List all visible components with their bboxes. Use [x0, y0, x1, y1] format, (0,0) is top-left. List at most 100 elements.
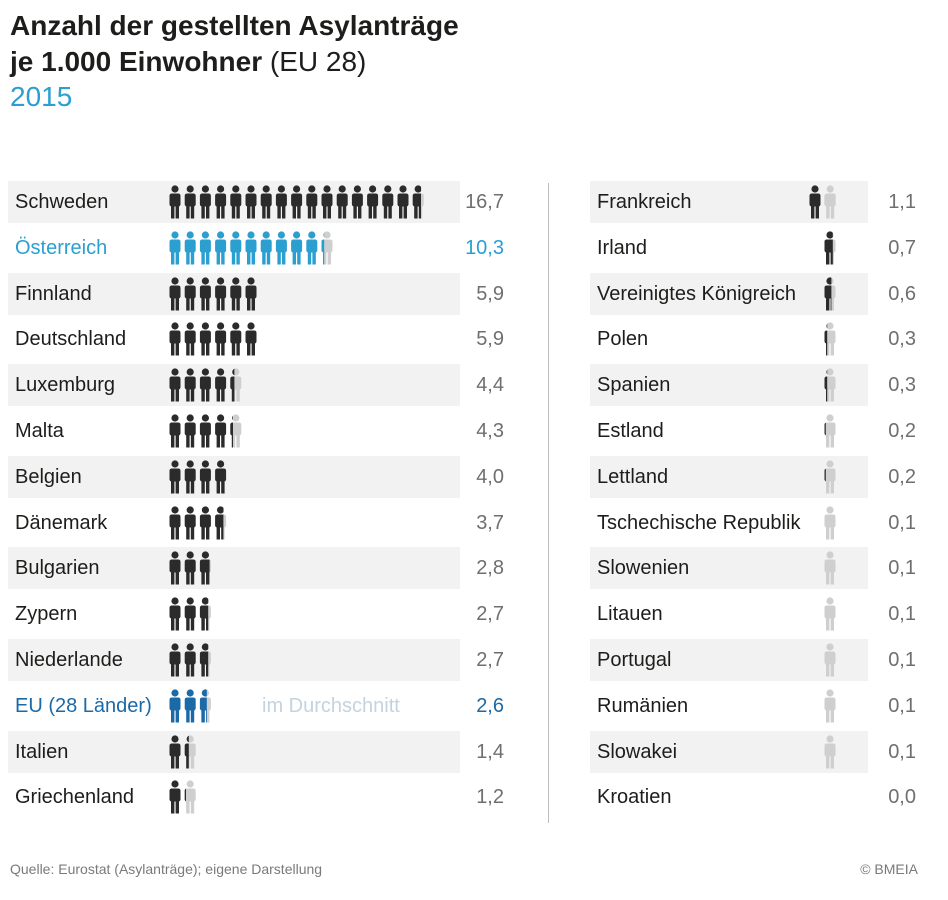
right-column: Frankreich 1,1 Irland 0,7 Vereinigtes Königr…	[590, 181, 920, 822]
person-icon	[215, 505, 227, 540]
pictogram-icons	[169, 231, 333, 265]
pictogram-icons	[824, 276, 836, 311]
person-icon	[199, 597, 211, 631]
person-icon	[169, 368, 181, 402]
country-name: Rumänien	[597, 694, 689, 717]
country-name: Dänemark	[15, 511, 108, 534]
person-icon	[824, 276, 836, 311]
person-icon	[199, 185, 211, 219]
value-label: 10,3	[465, 236, 504, 259]
person-icon	[215, 322, 227, 356]
person-icon	[321, 231, 333, 265]
person-icon	[184, 460, 196, 494]
person-icon	[184, 322, 196, 356]
person-icon	[260, 231, 272, 265]
pictogram-icons	[169, 414, 242, 448]
person-icon	[169, 322, 181, 356]
person-icon	[184, 185, 196, 219]
country-name: Italien	[15, 740, 69, 763]
person-icon	[397, 185, 409, 219]
country-row: Griechenland 1,2	[8, 776, 508, 822]
person-icon	[306, 231, 318, 265]
value-label: 2,7	[476, 648, 504, 671]
country-row: Bulgarien 2,8	[8, 547, 508, 593]
person-icon	[824, 185, 836, 219]
person-icon	[824, 597, 836, 631]
person-icon	[184, 597, 196, 631]
pictogram-icons	[824, 551, 836, 585]
person-icon	[169, 551, 181, 585]
chart-year: 2015	[10, 81, 73, 112]
person-icon	[215, 231, 227, 265]
country-row: Luxemburg 4,4	[8, 364, 508, 410]
person-icon	[184, 551, 196, 585]
country-name: Finnland	[15, 282, 92, 305]
chart-title-bold: je 1.000 Einwohner	[10, 46, 263, 77]
country-name: Portugal	[597, 648, 672, 671]
person-icon	[275, 185, 287, 219]
value-label: 0,2	[888, 465, 916, 488]
value-label: 0,1	[888, 511, 916, 534]
pictogram-icons	[824, 689, 836, 723]
person-icon	[169, 734, 181, 769]
value-label: 5,9	[476, 282, 504, 305]
person-icon	[199, 643, 211, 677]
row-band	[8, 730, 460, 773]
person-icon	[245, 276, 257, 311]
pictogram-icons	[169, 734, 196, 769]
person-icon	[245, 322, 257, 356]
person-icon	[824, 322, 836, 356]
person-icon	[230, 414, 242, 448]
country-row: Zypern 2,7	[8, 593, 508, 639]
row-band	[590, 364, 868, 407]
person-icon	[184, 368, 196, 402]
country-row: Belgien 4,0	[8, 455, 508, 502]
country-row: Kroatien 0,0	[590, 776, 920, 822]
person-icon	[199, 322, 211, 356]
pictogram-icons	[824, 643, 836, 677]
person-icon	[260, 185, 272, 219]
pictogram-icons	[824, 231, 836, 265]
source-note: Quelle: Eurostat (Asylanträge); eigene D…	[10, 861, 323, 877]
country-row: Estland 0,2	[590, 410, 920, 456]
country-name: Zypern	[15, 603, 78, 626]
country-name: Vereinigtes Königreich	[597, 282, 797, 305]
country-name: Irland	[597, 236, 648, 259]
person-icon	[184, 276, 196, 311]
value-label: 0,3	[888, 374, 916, 397]
value-label: 0,7	[888, 236, 916, 259]
person-icon	[824, 231, 836, 265]
country-name: Kroatien	[597, 786, 672, 809]
value-label: 4,4	[476, 374, 504, 397]
person-icon	[824, 460, 836, 494]
person-icon	[215, 414, 227, 448]
country-row: Schweden 16,7	[8, 181, 508, 227]
country-row: EU (28 Länder) im Durchschnitt 2,6	[8, 685, 508, 731]
country-row: Malta 4,3	[8, 410, 508, 456]
value-label: 0,0	[888, 786, 916, 809]
pictogram-icons	[169, 460, 227, 494]
person-icon	[412, 185, 424, 219]
person-icon	[245, 231, 257, 265]
person-icon	[321, 185, 333, 219]
country-row: Deutschland 5,9	[8, 318, 508, 364]
person-icon	[169, 689, 181, 723]
person-icon	[215, 276, 227, 311]
row-band	[590, 181, 868, 223]
value-label: 1,1	[888, 191, 916, 213]
country-name: Spanien	[597, 374, 671, 397]
copyright: © BMEIA	[860, 861, 918, 877]
value-label: 1,4	[476, 740, 504, 763]
country-row: Tschechische Republik 0,1	[590, 502, 920, 548]
value-label: 0,6	[888, 282, 916, 305]
country-row: Vereinigtes Königreich 0,6	[590, 272, 920, 319]
pictogram-icons	[824, 505, 836, 540]
pictogram-icons	[169, 322, 257, 356]
country-row: Irland 0,7	[590, 227, 920, 273]
person-icon	[199, 460, 211, 494]
country-name: Griechenland	[15, 786, 134, 809]
country-row: Slowakei 0,1	[590, 730, 920, 777]
country-name: Polen	[597, 328, 649, 351]
pictogram-icons	[824, 414, 836, 448]
chart-title-light: (EU 28)	[262, 46, 367, 77]
